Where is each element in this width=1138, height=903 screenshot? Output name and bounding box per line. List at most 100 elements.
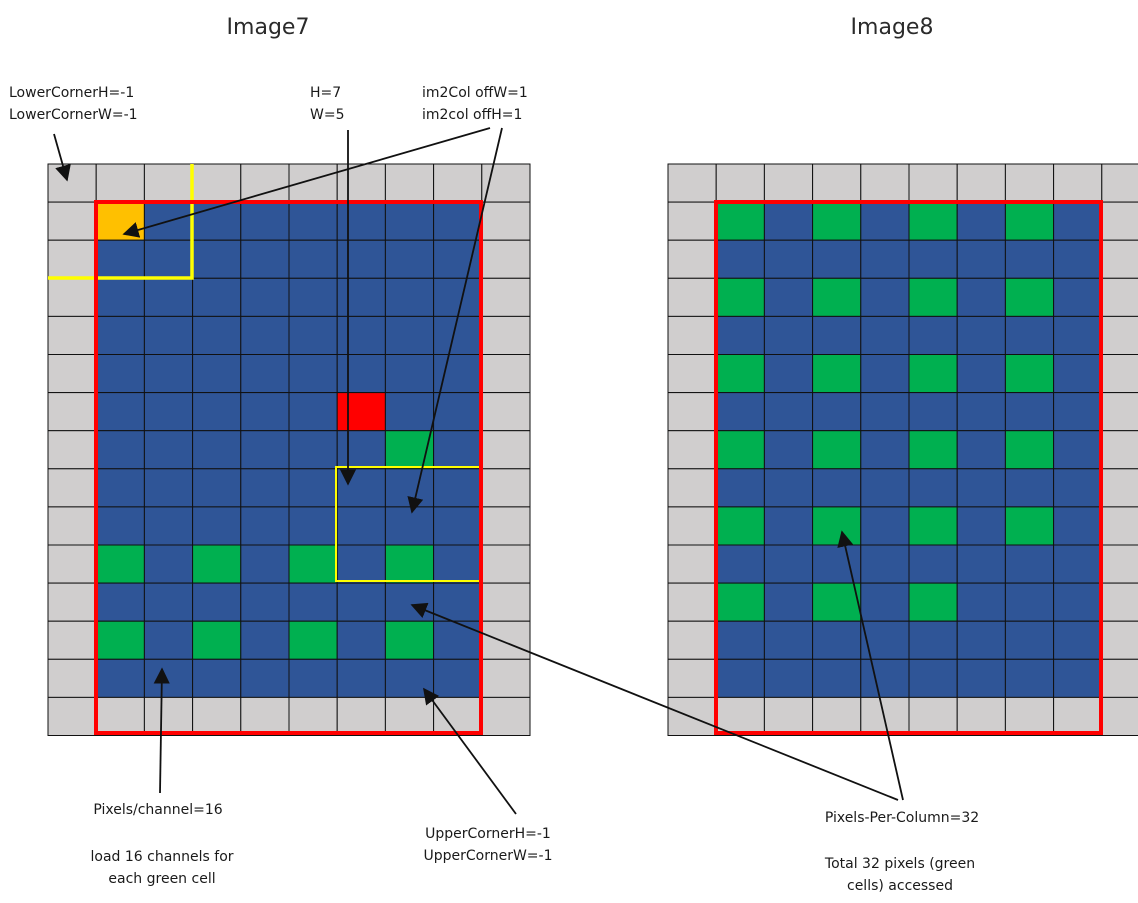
im2col-offh-label: im2col offH=1 <box>422 107 522 123</box>
image-cell <box>1004 239 1055 279</box>
image-cell <box>1004 658 1055 698</box>
image-cell <box>336 430 386 470</box>
image-cell <box>433 658 483 698</box>
image-cell <box>763 620 814 660</box>
image-cell <box>956 239 1006 279</box>
load-channels-label-1: load 16 channels for <box>90 849 233 865</box>
image-cell <box>336 315 386 355</box>
green-cell <box>812 582 862 622</box>
padding-cell <box>667 315 717 355</box>
image-cell <box>860 392 910 432</box>
padding-cell <box>763 696 814 737</box>
padding-cell <box>481 658 531 698</box>
image-cell <box>908 620 958 660</box>
image-cell <box>1053 544 1103 584</box>
padding-cell <box>812 163 862 203</box>
padding-cell <box>481 392 531 432</box>
total-pixels-label-1: Total 32 pixels (green <box>824 856 975 872</box>
image-cell <box>192 506 242 546</box>
image-cell <box>715 315 765 355</box>
image-cell <box>763 468 814 508</box>
image-cell <box>384 392 435 432</box>
image-cell <box>336 506 386 546</box>
image-cell <box>956 315 1006 355</box>
green-cell <box>1004 201 1055 241</box>
arrow-ppc-left <box>410 602 899 801</box>
padding-cell <box>1004 163 1055 203</box>
image-cell <box>192 354 242 394</box>
image-cell <box>763 658 814 698</box>
padding-cell <box>481 239 531 279</box>
padding-cell <box>1101 201 1138 241</box>
green-cell <box>384 544 435 584</box>
image-cell <box>143 430 194 470</box>
image-cell <box>1004 544 1055 584</box>
image-cell <box>956 354 1006 394</box>
green-cell <box>1004 506 1055 546</box>
image-cell <box>384 201 435 241</box>
image-cell <box>143 582 194 622</box>
image-cell <box>240 582 290 622</box>
green-cell <box>908 430 958 470</box>
image-cell <box>860 468 910 508</box>
padding-cell <box>667 582 717 622</box>
image-cell <box>860 620 910 660</box>
orange-cell <box>95 201 145 241</box>
padding-cell <box>908 163 958 203</box>
padding-cell <box>384 696 435 737</box>
image-cell <box>433 506 483 546</box>
image-cell <box>1053 354 1103 394</box>
padding-cell <box>143 696 194 737</box>
upper-corner-label-2: UpperCornerW=-1 <box>423 848 552 864</box>
image-cell <box>143 315 194 355</box>
green-cell <box>715 506 765 546</box>
green-cell <box>908 277 958 317</box>
padding-cell <box>667 201 717 241</box>
padding-cell <box>860 163 910 203</box>
image-cell <box>95 468 145 508</box>
padding-cell <box>1101 392 1138 432</box>
padding-cell <box>481 620 531 660</box>
image-cell <box>763 277 814 317</box>
padding-cell <box>192 163 242 203</box>
padding-cell <box>384 163 435 203</box>
image-cell <box>95 315 145 355</box>
padding-cell <box>47 163 97 203</box>
padding-cell <box>1053 696 1103 737</box>
image-cell <box>956 658 1006 698</box>
padding-cell <box>481 354 531 394</box>
image-cell <box>908 392 958 432</box>
green-cell <box>192 544 242 584</box>
image-cell <box>956 277 1006 317</box>
image-cell <box>763 430 814 470</box>
padding-cell <box>956 696 1006 737</box>
padding-cell <box>433 163 483 203</box>
green-cell <box>192 620 242 660</box>
image-cell <box>1053 430 1103 470</box>
image-cell <box>1004 392 1055 432</box>
image-cell <box>336 544 386 584</box>
green-cell <box>715 354 765 394</box>
image-cell <box>763 201 814 241</box>
image-cell <box>1053 201 1103 241</box>
green-cell <box>908 506 958 546</box>
green-cell <box>812 201 862 241</box>
arrow-im2col-orange <box>122 127 491 238</box>
image-cell <box>433 430 483 470</box>
image-cell <box>860 506 910 546</box>
image-cell <box>860 544 910 584</box>
image-cell <box>763 239 814 279</box>
padding-cell <box>47 468 97 508</box>
image-cell <box>192 582 242 622</box>
image-cell <box>860 315 910 355</box>
image-cell <box>860 239 910 279</box>
image-cell <box>433 620 483 660</box>
image-cell <box>288 315 338 355</box>
green-cell <box>715 430 765 470</box>
padding-cell <box>47 506 97 546</box>
green-cell <box>715 201 765 241</box>
image-cell <box>763 392 814 432</box>
padding-cell <box>47 430 97 470</box>
padding-cell <box>667 620 717 660</box>
image-cell <box>812 620 862 660</box>
